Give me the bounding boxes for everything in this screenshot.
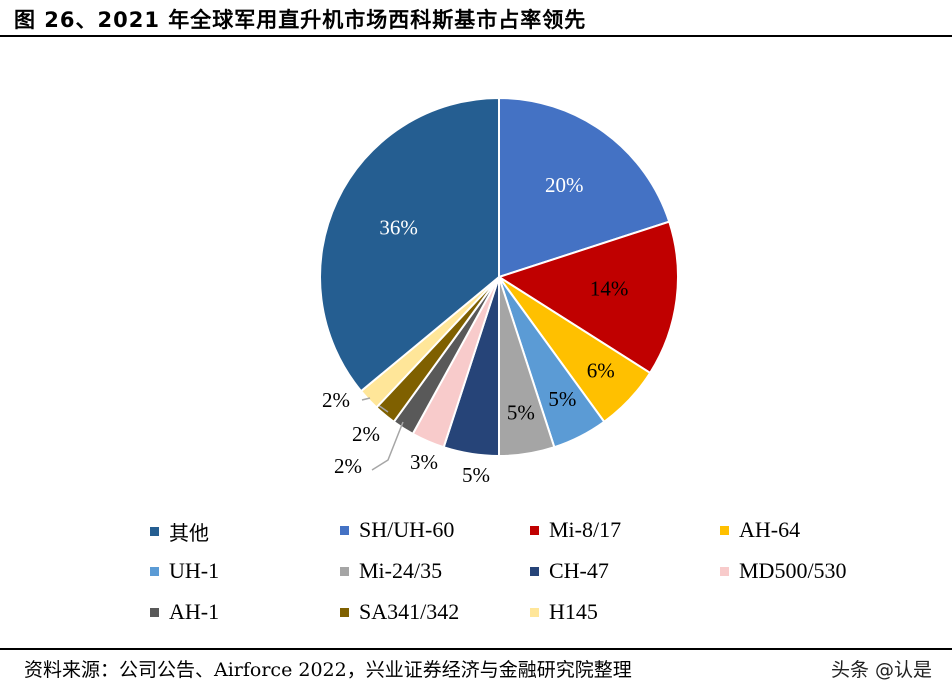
source-note: 资料来源：公司公告、Airforce 2022，兴业证券经济与金融研究院整理 <box>24 659 632 681</box>
legend-label: 其他 <box>169 521 209 545</box>
data-label-ah-1: 2% <box>334 454 362 478</box>
bottom-rule <box>0 648 952 650</box>
legend-label: Mi-24/35 <box>359 558 443 583</box>
legend-swatch <box>720 566 729 576</box>
pie-chart: 20%14%6%5%5%5%3%2%2%2%36% <box>319 96 679 487</box>
watermark: 头条 @认是 <box>830 659 932 681</box>
legend-label: Mi-8/17 <box>549 517 622 542</box>
legend-swatch <box>150 566 159 576</box>
legend-swatch <box>150 527 159 536</box>
legend-item-ah-64: AH-64 <box>720 517 800 543</box>
data-label-md500-530: 3% <box>410 450 438 474</box>
legend-swatch <box>340 525 349 535</box>
data-label-mi-24-35: 5% <box>507 401 535 425</box>
legend-swatch <box>530 566 539 576</box>
legend-item-other: 其他 <box>150 517 209 546</box>
legend-item-ah-1: AH-1 <box>150 599 219 625</box>
legend-item-mi-8-17: Mi-8/17 <box>530 517 621 543</box>
leader-line-h145 <box>361 397 371 401</box>
legend-label: CH-47 <box>549 558 609 583</box>
legend-swatch <box>720 525 729 535</box>
data-label-ch-47: 5% <box>462 463 490 487</box>
legend-label: AH-64 <box>739 517 801 542</box>
leader-line-sa341-342 <box>377 404 389 413</box>
legend-item-mi-24-35: Mi-24/35 <box>340 558 442 584</box>
legend-swatch <box>530 607 539 617</box>
pie-slice-sh-uh-60 <box>498 96 671 279</box>
data-label-mi-8-17: 14% <box>590 277 629 301</box>
legend-label: H145 <box>549 599 598 624</box>
legend-label: SA341/342 <box>359 599 460 624</box>
legend-item-h145: H145 <box>530 599 598 625</box>
pie-slice-other <box>319 96 500 393</box>
legend-label: AH-1 <box>169 599 220 624</box>
pie-slice-mi-8-17 <box>496 220 679 375</box>
data-label-sa341-342: 2% <box>352 422 380 446</box>
chart-title: 图 26、2021 年全球军用直升机市场西科斯基市占率领先 <box>14 8 587 32</box>
legend-label: UH-1 <box>169 558 220 583</box>
legend-item-sh-uh-60: SH/UH-60 <box>340 517 454 543</box>
data-label-uh-1: 5% <box>548 387 576 411</box>
legend-item-uh-1: UH-1 <box>150 558 219 584</box>
legend-item-md500-530: MD500/530 <box>720 558 847 584</box>
data-label-h145: 2% <box>322 388 350 412</box>
legend-label: SH/UH-60 <box>359 517 455 542</box>
legend-label: MD500/530 <box>739 558 847 583</box>
legend-swatch <box>340 607 349 617</box>
legend-swatch <box>530 525 539 535</box>
data-label-sh-uh-60: 20% <box>545 173 584 197</box>
legend-swatch <box>340 566 349 576</box>
legend-item-ch-47: CH-47 <box>530 558 609 584</box>
data-label-other: 36% <box>379 216 418 240</box>
leader-line-ah-1 <box>371 421 404 471</box>
top-rule <box>0 35 952 37</box>
legend-item-sa341-342: SA341/342 <box>340 599 459 625</box>
legend-swatch <box>150 607 159 617</box>
data-label-ah-64: 6% <box>587 358 615 382</box>
